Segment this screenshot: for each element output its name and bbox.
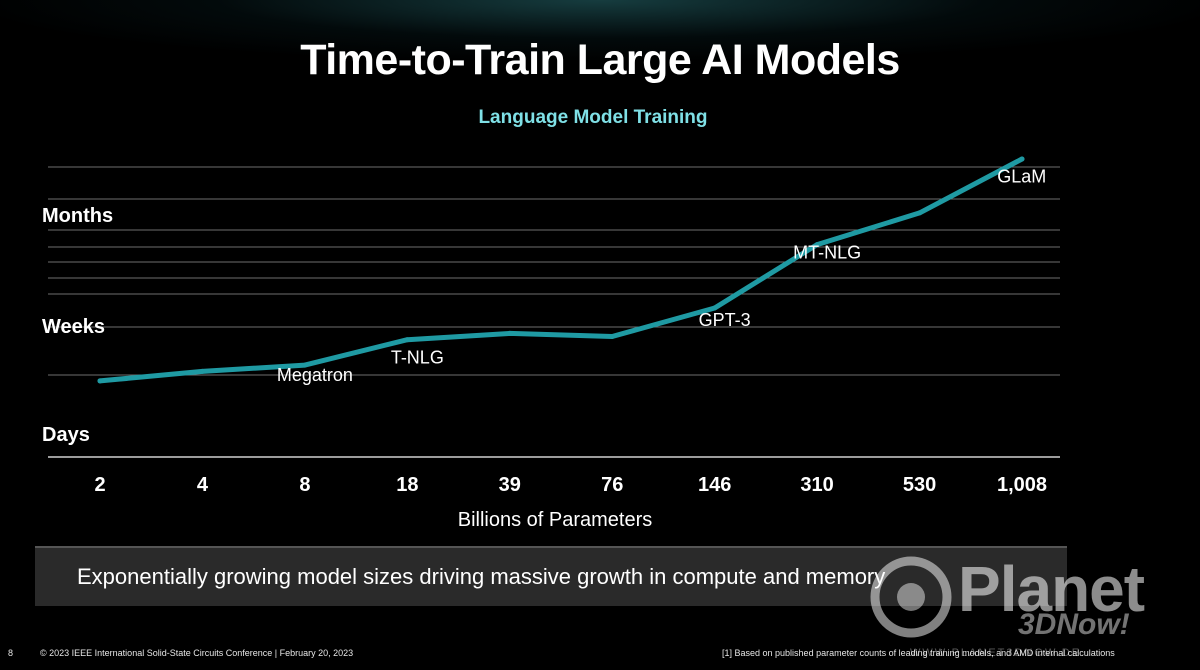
model-label: GLaM [997, 166, 1046, 186]
watermark-sub: 3DNow! [1018, 608, 1130, 641]
x-tick-label: 76 [601, 474, 623, 496]
annotations: Megatron T-NLG GPT-3 MT-NLG GLaM [277, 166, 1046, 385]
data-point [302, 362, 308, 368]
data-point [199, 368, 205, 374]
data-point [97, 378, 103, 384]
data-point [917, 210, 923, 216]
series-line [97, 156, 1025, 384]
data-point [404, 337, 410, 343]
top-glow-decoration [0, 0, 1200, 60]
model-label: T-NLG [391, 348, 444, 368]
y-tick-label: Days [42, 424, 90, 446]
watermark-word: Planet [958, 553, 1145, 625]
footer-note: [1] Based on published parameter counts … [722, 648, 1115, 658]
data-point [712, 305, 718, 311]
x-tick-label: 8 [299, 474, 310, 496]
x-tick-label: 310 [800, 474, 833, 496]
model-label: GPT-3 [699, 310, 751, 330]
watermark-url: WWW.PLANET3DNOW.DE [910, 647, 1082, 659]
x-tick-label: 146 [698, 474, 731, 496]
line-chart: Language Model Training DaysWeeksMonths … [42, 107, 1060, 531]
y-tick-label: Weeks [42, 316, 105, 338]
data-point [1019, 156, 1025, 162]
planet-logo-icon [870, 556, 952, 638]
data-point [814, 242, 820, 248]
banner: Exponentially growing model sizes drivin… [35, 546, 1067, 606]
y-axis-ticks: Days Weeks Months [42, 205, 113, 446]
x-tick-label: 530 [903, 474, 936, 496]
watermark: Planet 3DNow! WWW.PLANET3DNOW.DE [870, 550, 1190, 665]
x-tick-label: 4 [197, 474, 209, 496]
gridlines [48, 166, 1060, 458]
footer-page-number: 8 [8, 648, 14, 658]
slide-title: Time-to-Train Large AI Models [300, 36, 900, 84]
x-axis-ticks: 2 4 8 18 39 76 146 310 530 1,008 [94, 474, 1047, 496]
data-point [609, 334, 615, 340]
footer-conference: © 2023 IEEE International Solid-State Ci… [40, 648, 354, 658]
x-tick-label: 39 [499, 474, 521, 496]
model-label: Megatron [277, 365, 353, 385]
x-tick-label: 18 [396, 474, 418, 496]
banner-text: Exponentially growing model sizes drivin… [77, 564, 886, 589]
data-point [507, 330, 513, 336]
model-label: MT-NLG [793, 243, 861, 263]
x-tick-label: 1,008 [997, 474, 1047, 496]
series-line-group [97, 156, 1025, 384]
x-axis-label: Billions of Parameters [458, 509, 653, 531]
y-tick-label: Months [42, 205, 113, 227]
x-tick-label: 2 [94, 474, 105, 496]
chart-title: Language Model Training [478, 107, 707, 128]
